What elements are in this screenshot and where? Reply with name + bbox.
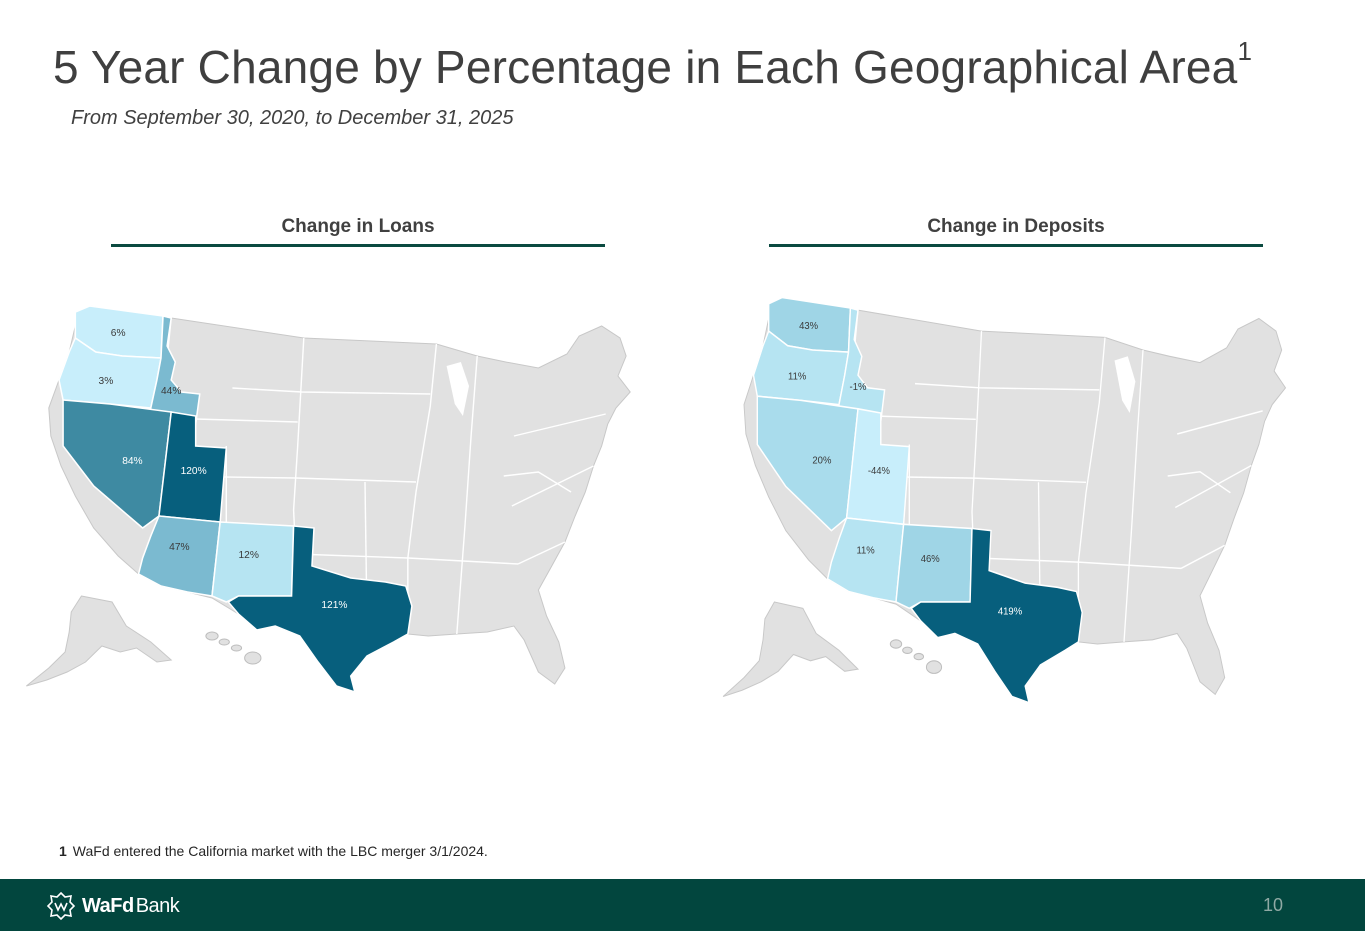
page-title-text: 5 Year Change by Percentage in Each Geog… xyxy=(53,41,1238,93)
page-subtitle: From September 30, 2020, to December 31,… xyxy=(71,107,514,129)
label-texas: 419% xyxy=(998,606,1022,618)
label-washington: 43% xyxy=(799,321,818,333)
loans-heading-rule xyxy=(111,244,605,247)
state-new-mexico xyxy=(895,523,973,610)
wafd-bank-logo: WaFd Bank xyxy=(46,891,180,921)
label-washington: 6% xyxy=(111,328,126,339)
hawaii-island-2 xyxy=(230,644,243,652)
state-border-line xyxy=(973,557,1182,570)
state-nevada xyxy=(756,395,859,532)
hawaii-island-1 xyxy=(218,638,230,646)
state-border-line xyxy=(503,471,572,493)
state-border-line xyxy=(456,355,478,635)
hawaii-island-3 xyxy=(925,660,943,674)
loans-map-heading: Change in Loans xyxy=(281,216,435,237)
loans-map: 6% 3% 44% 84% 120% 47% 12% 121% xyxy=(0,290,680,710)
state-border-line xyxy=(1177,410,1263,435)
state-border-line xyxy=(517,541,566,565)
lake-michigan-shape xyxy=(1114,356,1136,413)
state-border-line xyxy=(407,343,438,634)
label-idaho: -1% xyxy=(850,382,867,394)
hawaii-island-0 xyxy=(889,639,903,649)
state-border-line xyxy=(1123,349,1144,642)
label-idaho: 44% xyxy=(161,386,181,397)
state-nevada xyxy=(62,399,173,529)
state-border-line xyxy=(1175,464,1252,509)
loans-map-svg: 6% 3% 44% 84% 120% 47% 12% 121% xyxy=(26,305,631,694)
state-border-line xyxy=(1167,471,1231,494)
state-border-line xyxy=(513,413,606,437)
footnote: 1 WaFd entered the California market with… xyxy=(59,843,488,859)
footer-bar: WaFd Bank 10 xyxy=(0,879,1365,931)
deposits-map-heading: Change in Deposits xyxy=(927,216,1105,237)
state-border-line xyxy=(1077,337,1106,642)
page-title: 5 Year Change by Percentage in Each Geog… xyxy=(53,36,1252,94)
label-utah: -44% xyxy=(868,466,890,478)
deposits-map-svg: 43% 11% -1% 20% -44% 11% 46% 419% xyxy=(722,296,1287,705)
state-border-line xyxy=(511,465,594,507)
state-texas xyxy=(227,525,413,694)
hawaii-island-3 xyxy=(244,651,262,665)
wafd-emblem-icon xyxy=(46,891,76,921)
label-arizona: 47% xyxy=(169,542,189,553)
label-oregon: 3% xyxy=(99,376,114,387)
state-idaho xyxy=(150,315,201,425)
label-utah: 120% xyxy=(181,466,207,477)
label-new-mexico: 46% xyxy=(921,554,940,566)
label-oregon: 11% xyxy=(788,371,806,383)
alaska-shape xyxy=(26,595,173,687)
alaska-shape xyxy=(722,601,860,698)
state-border-line xyxy=(914,382,1100,391)
logo-wordmark-regular: Bank xyxy=(135,894,180,917)
label-nevada: 20% xyxy=(812,455,831,467)
logo-wordmark-bold: WaFd xyxy=(82,894,134,917)
state-new-mexico xyxy=(211,521,295,603)
page-number: 10 xyxy=(1262,895,1283,915)
hawaii-island-0 xyxy=(205,631,219,641)
lake-michigan-shape xyxy=(446,362,470,416)
title-footnote-marker: 1 xyxy=(1237,36,1253,66)
state-border-line xyxy=(232,387,431,395)
state-border-line xyxy=(1180,544,1225,570)
hawaii-island-2 xyxy=(913,652,925,661)
deposits-heading-rule xyxy=(769,244,1263,247)
label-texas: 121% xyxy=(321,600,347,611)
deposits-map: 43% 11% -1% 20% -44% 11% 46% 419% xyxy=(680,285,1310,715)
state-idaho xyxy=(838,307,886,423)
state-texas xyxy=(910,527,1083,705)
label-arizona: 11% xyxy=(856,545,874,557)
hawaii-island-1 xyxy=(902,646,913,654)
label-new-mexico: 12% xyxy=(239,550,259,561)
state-border-line xyxy=(295,553,519,565)
label-nevada: 84% xyxy=(122,456,142,467)
footnote-text: WaFd entered the California market with … xyxy=(72,843,488,859)
footnote-marker: 1 xyxy=(59,843,67,859)
